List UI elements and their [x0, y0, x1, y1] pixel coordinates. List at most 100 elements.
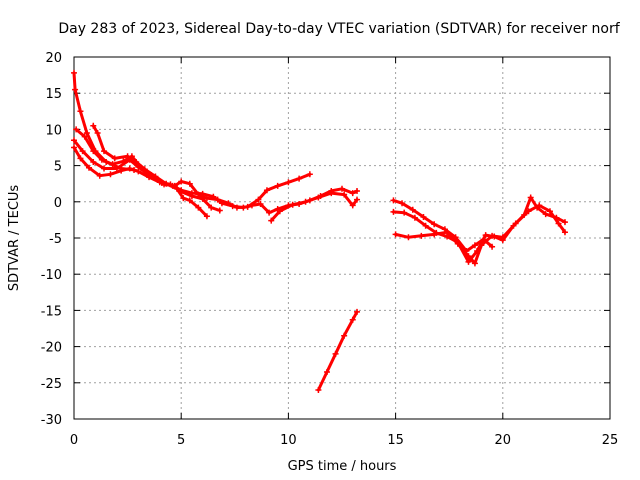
data-point — [471, 260, 478, 267]
data-point — [266, 209, 273, 216]
data-point — [411, 214, 418, 221]
data-point — [323, 368, 330, 375]
data-point — [98, 156, 105, 163]
data-point — [199, 190, 206, 197]
data-point — [257, 200, 264, 207]
data-point — [339, 185, 345, 192]
data-point — [101, 165, 108, 172]
data-point — [90, 148, 97, 155]
data-point — [186, 197, 193, 204]
data-point — [328, 190, 335, 197]
data-point — [478, 242, 485, 249]
data-point — [208, 204, 215, 211]
y-tick-label: -10 — [41, 268, 62, 283]
data-point — [536, 202, 543, 209]
data-point — [120, 158, 127, 165]
data-point — [332, 350, 339, 357]
data-point — [90, 122, 97, 129]
data-point — [71, 144, 77, 151]
data-point — [306, 171, 313, 178]
data-point — [109, 161, 116, 168]
data-point — [152, 173, 159, 180]
data-point — [354, 196, 361, 203]
data-point — [399, 200, 406, 207]
data-point — [229, 203, 236, 210]
data-point — [465, 253, 472, 260]
data-point — [141, 166, 148, 173]
data-point — [302, 198, 309, 205]
series-line-7 — [316, 310, 359, 392]
x-axis-label: GPS time / hours — [288, 459, 397, 474]
data-series — [71, 69, 568, 394]
data-point — [341, 191, 348, 198]
data-point — [90, 158, 97, 165]
data-point — [101, 148, 108, 155]
data-point — [199, 195, 206, 202]
data-point — [527, 194, 534, 201]
y-tick-label: 10 — [45, 123, 62, 138]
chart-title: Day 283 of 2023, Sidereal Day-to-day VTE… — [58, 21, 620, 37]
data-point — [390, 197, 397, 204]
data-point — [83, 130, 90, 137]
data-point — [274, 182, 281, 189]
data-point — [454, 240, 461, 247]
y-tick-label: -20 — [41, 341, 62, 356]
data-point — [133, 158, 140, 165]
data-point — [349, 316, 356, 323]
data-point — [418, 232, 425, 239]
x-tick-label: 25 — [602, 433, 619, 448]
data-point — [405, 234, 412, 241]
y-tick-label: -30 — [41, 413, 62, 428]
data-point — [81, 133, 88, 140]
data-point — [285, 179, 292, 186]
data-point — [431, 231, 438, 238]
grid — [74, 57, 610, 419]
data-point — [180, 195, 187, 202]
data-point — [512, 220, 519, 227]
y-tick-label: 5 — [54, 160, 62, 175]
data-point — [482, 232, 489, 239]
y-tick-label: -5 — [49, 232, 62, 247]
data-point — [392, 231, 399, 238]
data-point — [296, 175, 303, 182]
data-point — [146, 174, 153, 181]
data-point — [126, 165, 133, 172]
data-point — [107, 171, 114, 178]
data-point — [561, 219, 568, 226]
data-point — [248, 202, 255, 209]
data-point — [525, 208, 532, 215]
data-point — [113, 165, 120, 172]
data-point — [555, 220, 562, 227]
data-point — [315, 194, 322, 201]
data-point — [499, 234, 506, 241]
axis-ticks: 0 5 10 15 20 25 -30 -25 -20 -15 -10 -5 0 5 10 15 20 — [41, 51, 619, 448]
data-point — [255, 196, 262, 203]
y-tick-label: 15 — [45, 87, 62, 102]
data-point — [71, 69, 77, 76]
data-point — [431, 221, 438, 228]
data-point — [195, 204, 202, 211]
data-point — [72, 86, 79, 93]
data-point — [94, 130, 101, 137]
x-tick-label: 15 — [387, 433, 404, 448]
data-point — [315, 387, 322, 394]
data-point — [489, 243, 496, 250]
data-point — [188, 190, 195, 197]
series-line-8 — [392, 198, 494, 253]
data-point — [390, 208, 397, 215]
data-point — [542, 211, 549, 218]
data-point — [77, 108, 84, 115]
data-point — [263, 187, 270, 194]
data-point — [349, 190, 356, 197]
data-point — [268, 217, 275, 224]
data-point — [96, 172, 103, 179]
y-tick-label: -15 — [41, 304, 62, 319]
data-point — [135, 168, 142, 175]
data-point — [71, 137, 77, 144]
data-point — [167, 181, 174, 188]
y-tick-label: 20 — [45, 51, 62, 66]
data-point — [489, 232, 496, 239]
data-point — [111, 155, 118, 162]
y-axis-label: SDTVAR / TECUs — [7, 185, 22, 292]
